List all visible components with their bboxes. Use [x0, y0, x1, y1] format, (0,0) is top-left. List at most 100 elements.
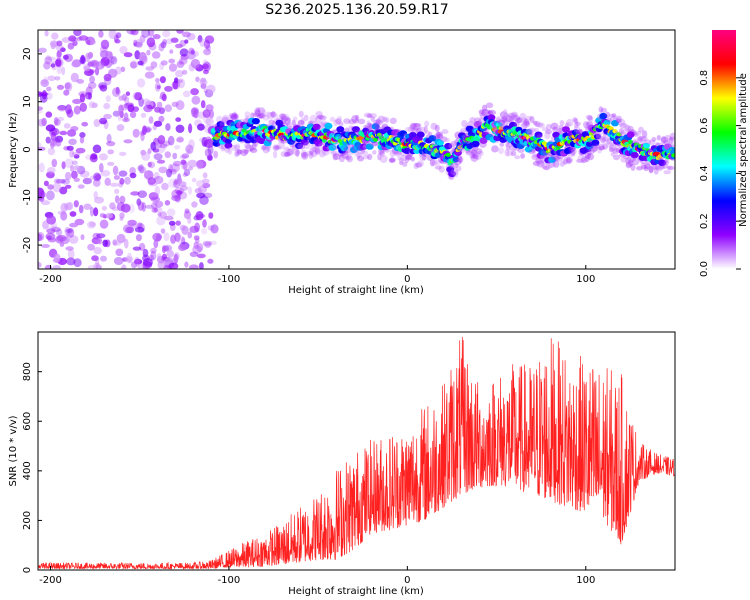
halo-blob — [470, 154, 479, 162]
noise-blob — [175, 190, 183, 196]
noise-blob — [154, 82, 161, 92]
noise-blob — [138, 97, 144, 107]
noise-blob — [178, 243, 187, 252]
halo-blob — [616, 115, 623, 123]
ridge-blob — [612, 129, 618, 134]
ridge-blob — [382, 137, 388, 142]
noise-blob — [66, 232, 71, 238]
halo-blob — [375, 124, 380, 131]
halo-blob — [520, 153, 525, 159]
noise-blob — [87, 265, 98, 269]
noise-blob — [69, 235, 79, 244]
halo-blob — [404, 156, 409, 164]
noise-blob — [150, 141, 157, 151]
noise-blob — [168, 63, 178, 72]
halo-blob — [333, 119, 339, 127]
halo-blob — [652, 165, 659, 170]
halo-blob — [400, 154, 408, 162]
halo-blob — [298, 110, 304, 118]
noise-blob — [183, 168, 191, 177]
ridge-blob — [525, 129, 533, 135]
ridge-blob — [479, 137, 488, 144]
ridge-blob — [352, 126, 360, 133]
noise-blob — [150, 247, 157, 254]
noise-blob — [176, 61, 185, 68]
noise-blob — [199, 79, 208, 85]
halo-blob — [261, 109, 267, 115]
noise-blob — [150, 61, 158, 69]
halo-blob — [414, 124, 422, 131]
halo-blob — [254, 109, 261, 117]
halo-blob — [399, 160, 404, 166]
halo-blob — [308, 151, 314, 159]
noise-blob — [145, 127, 151, 133]
halo-blob — [345, 155, 350, 161]
halo-blob — [334, 118, 342, 123]
spectrogram-y-tick-label: 0 — [22, 146, 33, 152]
noise-blob — [99, 84, 108, 92]
noise-blob — [115, 32, 122, 39]
noise-blob — [44, 56, 53, 65]
halo-blob — [504, 148, 510, 157]
halo-blob — [354, 151, 363, 158]
halo-blob — [332, 153, 339, 161]
noise-blob — [108, 30, 117, 39]
halo-blob — [574, 121, 579, 129]
halo-blob — [450, 161, 459, 169]
halo-blob — [438, 165, 445, 173]
noise-blob — [82, 177, 92, 185]
halo-blob — [597, 143, 605, 151]
halo-blob — [343, 146, 352, 154]
halo-blob — [274, 145, 280, 150]
halo-blob — [663, 159, 668, 164]
halo-blob — [419, 154, 426, 161]
halo-blob — [332, 150, 338, 157]
noise-blob — [89, 206, 95, 217]
noise-blob — [79, 136, 85, 144]
spectrogram-x-tick-label: 100 — [576, 274, 595, 285]
halo-blob — [279, 113, 286, 120]
ridge-blob — [565, 146, 574, 154]
halo-blob — [638, 126, 644, 133]
noise-blob — [113, 257, 124, 265]
halo-blob — [644, 139, 652, 145]
halo-blob — [663, 135, 672, 141]
noise-blob — [170, 163, 180, 173]
noise-blob — [80, 54, 86, 64]
ridge-blob — [448, 170, 457, 178]
noise-blob — [115, 248, 124, 257]
halo-blob — [505, 115, 513, 123]
noise-blob — [167, 135, 175, 146]
halo-blob — [262, 144, 267, 150]
halo-blob — [410, 122, 418, 129]
halo-blob — [545, 123, 552, 131]
noise-blob — [78, 204, 84, 214]
halo-blob — [577, 154, 586, 163]
halo-blob — [417, 127, 423, 133]
halo-blob — [605, 139, 613, 145]
halo-blob — [472, 146, 479, 151]
halo-blob — [418, 126, 426, 132]
halo-blob — [532, 120, 538, 125]
noise-blob — [71, 61, 81, 68]
halo-blob — [516, 117, 522, 123]
noise-blob — [197, 35, 203, 43]
halo-blob — [487, 110, 493, 115]
noise-blob — [43, 180, 49, 187]
halo-blob — [313, 145, 318, 153]
ridge-blob — [452, 156, 460, 163]
halo-blob — [341, 152, 349, 159]
noise-blob — [41, 244, 50, 248]
ridge-blob — [628, 140, 634, 145]
noise-blob — [41, 117, 47, 127]
noise-blob — [61, 66, 66, 76]
ridge-blob — [534, 131, 543, 138]
halo-blob — [357, 155, 365, 162]
halo-blob — [353, 119, 360, 124]
halo-blob — [552, 160, 560, 168]
noise-blob — [93, 207, 99, 217]
noise-blob — [110, 56, 118, 65]
halo-blob — [562, 158, 567, 165]
halo-blob — [459, 147, 466, 153]
noise-blob — [79, 102, 88, 113]
